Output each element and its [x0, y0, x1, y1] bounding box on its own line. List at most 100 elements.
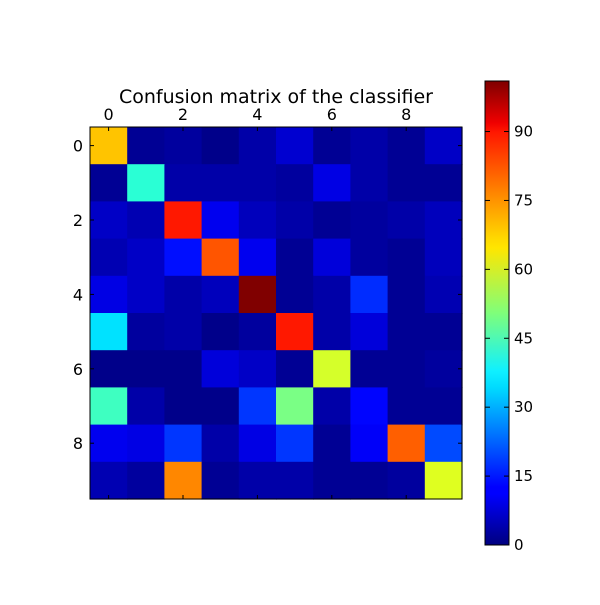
heatmap-cell-r6-c9: [424, 350, 463, 388]
x-axis: 0 2 4 6 8: [104, 105, 411, 499]
heatmap-cell-r9-c3: [201, 461, 240, 500]
heatmap-cell-r0-c9: [424, 127, 463, 165]
heatmap-cell-r5-c8: [387, 313, 426, 351]
heatmap-cell-r4-c1: [127, 275, 165, 314]
heatmap-cell-r0-c3: [201, 127, 240, 165]
heatmap-cell-r9-c6: [313, 461, 351, 500]
colorbar-tick-label-75: 75: [514, 191, 533, 209]
heatmap-cell-r5-c9: [424, 313, 463, 351]
colorbar-tick-label-90: 90: [514, 123, 533, 141]
heatmap-cell-r7-c1: [127, 387, 165, 426]
heatmap-cell-r3-c5: [276, 238, 314, 277]
heatmap-cell-r7-c3: [201, 387, 240, 426]
y-tick-label-8: 8: [73, 434, 83, 453]
colorbar-tick-label-15: 15: [514, 467, 533, 485]
heatmap-cell-r5-c6: [313, 313, 351, 351]
colorbar-tick-label-30: 30: [514, 398, 533, 416]
heatmap-cell-r0-c6: [313, 127, 351, 165]
chart-title: Confusion matrix of the classifier: [119, 86, 433, 108]
heatmap-cell-r6-c7: [350, 350, 389, 388]
heatmap-cell-r6-c4: [238, 350, 277, 388]
heatmap-cell-r2-c0: [90, 201, 128, 240]
heatmap-cell-r7-c0: [90, 387, 128, 426]
heatmap-cell-r3-c4: [238, 238, 277, 277]
heatmap-cell-r9-c5: [276, 461, 314, 500]
heatmap-cell-r8-c4: [238, 424, 277, 463]
heatmap-cell-r0-c7: [350, 127, 389, 165]
heatmap-cell-r3-c8: [387, 238, 426, 277]
heatmap-cell-r1-c8: [387, 164, 426, 202]
heatmap-cell-r5-c2: [164, 313, 203, 351]
heatmap-cell-r7-c9: [424, 387, 463, 426]
colorbar-tick-label-0: 0: [514, 536, 524, 554]
heatmap-cell-r1-c6: [313, 164, 351, 202]
heatmap-cell-r6-c2: [164, 350, 203, 388]
heatmap-cell-r3-c3: [201, 238, 240, 277]
heatmap-cell-r4-c0: [90, 275, 128, 314]
colorbar-tick-label-60: 60: [514, 260, 533, 278]
heatmap-cell-r5-c5: [276, 313, 314, 351]
heatmap-cell-r6-c3: [201, 350, 240, 388]
heatmap-cells: [90, 127, 463, 500]
x-tick-label-0: 0: [104, 105, 114, 124]
heatmap-cell-r8-c2: [164, 424, 203, 463]
heatmap-cell-r3-c1: [127, 238, 165, 277]
heatmap-cell-r4-c8: [387, 275, 426, 314]
colorbar: [484, 80, 510, 546]
heatmap-cell-r5-c0: [90, 313, 128, 351]
heatmap-cell-r0-c0: [90, 127, 128, 165]
heatmap-cell-r2-c4: [238, 201, 277, 240]
heatmap-cell-r4-c2: [164, 275, 203, 314]
heatmap-cell-r7-c2: [164, 387, 203, 426]
heatmap-cell-r1-c4: [238, 164, 277, 202]
heatmap-cell-r1-c2: [164, 164, 203, 202]
heatmap-cell-r3-c7: [350, 238, 389, 277]
heatmap-cell-r4-c9: [424, 275, 463, 314]
heatmap-cell-r2-c7: [350, 201, 389, 240]
heatmap-cell-r7-c7: [350, 387, 389, 426]
heatmap-cell-r1-c9: [424, 164, 463, 202]
heatmap-cell-r4-c4: [238, 275, 277, 314]
heatmap-cell-r5-c7: [350, 313, 389, 351]
heatmap-cell-r3-c2: [164, 238, 203, 277]
heatmap-cell-r8-c5: [276, 424, 314, 463]
heatmap-cell-r4-c7: [350, 275, 389, 314]
heatmap-cell-r0-c5: [276, 127, 314, 165]
heatmap-cell-r2-c2: [164, 201, 203, 240]
heatmap-cell-r7-c4: [238, 387, 277, 426]
heatmap-cell-r7-c6: [313, 387, 351, 426]
heatmap-cell-r2-c6: [313, 201, 351, 240]
heatmap-cell-r6-c1: [127, 350, 165, 388]
heatmap-cell-r4-c3: [201, 275, 240, 314]
heatmap-cell-r8-c8: [387, 424, 426, 463]
heatmap-cell-r0-c2: [164, 127, 203, 165]
heatmap-cell-r4-c6: [313, 275, 351, 314]
heatmap-cell-r2-c9: [424, 201, 463, 240]
heatmap-cell-r8-c0: [90, 424, 128, 463]
y-tick-label-2: 2: [73, 211, 83, 230]
heatmap-cell-r6-c6: [313, 350, 351, 388]
y-tick-label-6: 6: [73, 360, 83, 379]
colorbar-ticks: 0 15 30 45 60 75 90: [485, 123, 533, 554]
heatmap-cell-r9-c4: [238, 461, 277, 500]
heatmap-cell-r9-c9: [424, 461, 463, 500]
heatmap-cell-r8-c9: [424, 424, 463, 463]
y-tick-label-4: 4: [73, 285, 83, 304]
heatmap-cell-r3-c9: [424, 238, 463, 277]
x-tick-label-4: 4: [252, 105, 262, 124]
heatmap-cell-r1-c0: [90, 164, 128, 202]
heatmap-cell-r4-c5: [276, 275, 314, 314]
heatmap-cell-r8-c7: [350, 424, 389, 463]
heatmap-cell-r1-c5: [276, 164, 314, 202]
heatmap-cell-r9-c1: [127, 461, 165, 500]
y-axis: 0 2 4 6 8: [73, 137, 462, 453]
x-tick-label-2: 2: [178, 105, 188, 124]
heatmap-cell-r5-c4: [238, 313, 277, 351]
heatmap-cell-r1-c1: [127, 164, 165, 202]
heatmap-cell-r9-c2: [164, 461, 203, 500]
heatmap-cell-r2-c5: [276, 201, 314, 240]
heatmap-cell-r1-c3: [201, 164, 240, 202]
heatmap-cell-r8-c6: [313, 424, 351, 463]
